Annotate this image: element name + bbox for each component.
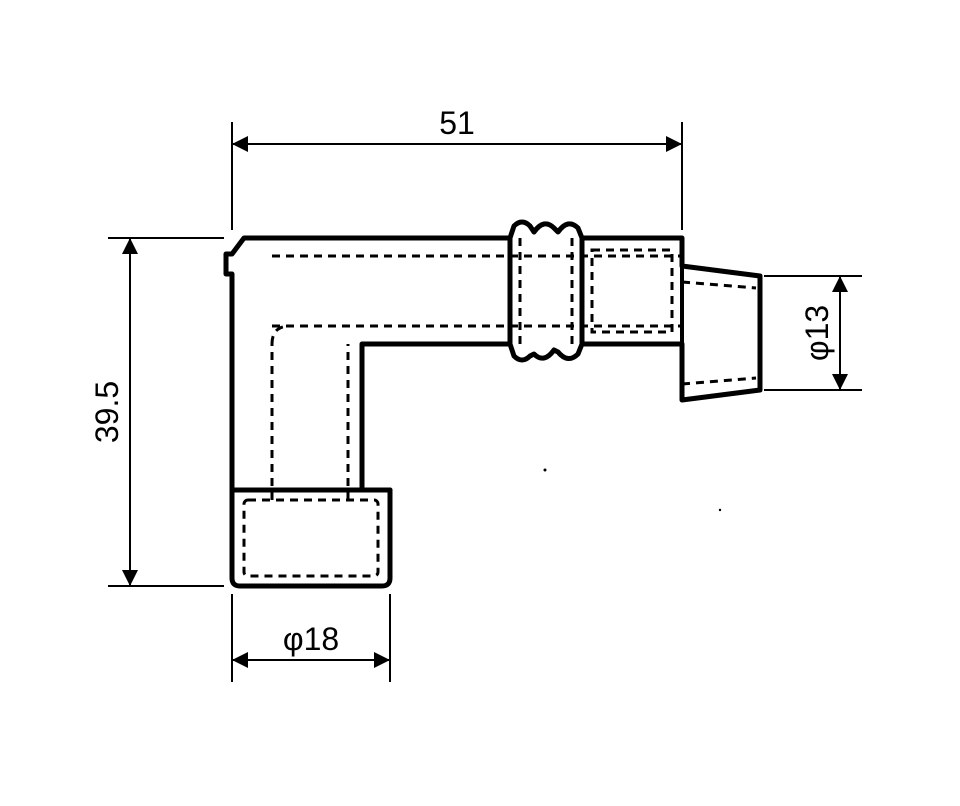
dim-left: 39.5 <box>89 238 224 586</box>
dim-bottom-label: φ18 <box>283 621 339 657</box>
dim-left-label: 39.5 <box>89 381 125 443</box>
scan-noise <box>544 469 722 512</box>
dim-top: 51 <box>232 105 682 230</box>
hidden-lines <box>244 238 756 576</box>
dim-top-label: 51 <box>439 105 475 141</box>
dim-bottom: φ18 <box>232 594 390 682</box>
dim-right: φ13 <box>764 276 862 390</box>
technical-drawing: 51 39.5 φ13 φ18 <box>0 0 960 806</box>
dim-right-label: φ13 <box>799 305 835 361</box>
part-outline <box>226 222 760 586</box>
